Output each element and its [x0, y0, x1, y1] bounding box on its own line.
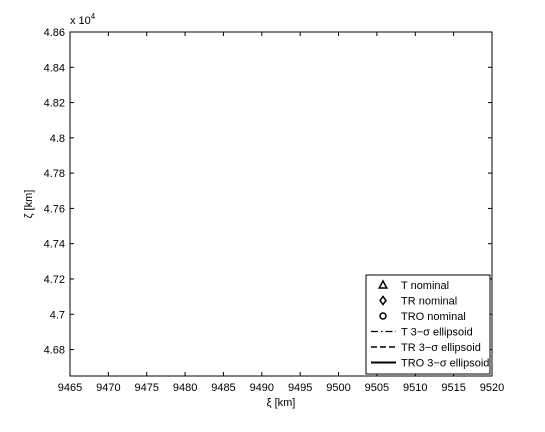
y-tick-label: 4.8	[50, 133, 65, 145]
legend-box	[365, 274, 491, 375]
legend-label-tr-nominal: TR nominal	[401, 296, 457, 308]
x-tick-label: 9485	[211, 382, 235, 394]
x-tick-label: 9520	[480, 382, 504, 394]
x-tick-label: 9465	[58, 382, 82, 394]
y-axis-label: ζ [km]	[23, 190, 35, 219]
x-tick-label: 9495	[288, 382, 312, 394]
y-tick-label: 4.68	[44, 345, 65, 357]
x-tick-label: 9500	[326, 382, 350, 394]
legend-marker-tr-nominal	[379, 295, 387, 306]
y-axis-exponent-power: 4	[91, 12, 96, 21]
x-axis-label: ξ [km]	[267, 397, 296, 409]
legend-item-t-nominal: T nominal	[377, 279, 449, 292]
x-tick-label: 9480	[173, 382, 197, 394]
y-tick-label: 4.82	[44, 98, 65, 110]
legend-marker-t-nominal	[377, 279, 389, 289]
legend-label-t-nominal: T nominal	[401, 280, 449, 292]
legend-item-t-3-ellipsoid: T 3−σ ellipsoid	[371, 327, 473, 339]
legend-item-tro-nominal: TRO nominal	[379, 311, 466, 323]
legend-item-tr-nominal: TR nominal	[379, 295, 457, 308]
y-tick-label: 4.7	[50, 309, 65, 321]
legend-label-t-3-ellipsoid: T 3−σ ellipsoid	[401, 327, 473, 339]
y-tick-label: 4.76	[44, 203, 65, 215]
y-axis-exponent-base: x 10	[70, 15, 91, 27]
legend: T nominal TR nominal TRO nominal T 3−σ elli…	[365, 274, 491, 375]
x-tick-label: 9475	[134, 382, 158, 394]
y-tick-label: 4.72	[44, 274, 65, 286]
y-tick-label: 4.78	[44, 168, 65, 180]
x-tick-label: 9470	[96, 382, 120, 394]
legend-label-tro-nominal: TRO nominal	[401, 311, 466, 323]
x-tick-label: 9510	[403, 382, 427, 394]
legend-label-tr-3-ellipsoid: TR 3−σ ellipsoid	[401, 342, 481, 354]
x-tick-label: 9490	[250, 382, 274, 394]
legend-label-tro-3-ellipsoid: TRO 3−σ ellipsoid	[401, 358, 489, 370]
legend-item-tr-3-ellipsoid: TR 3−σ ellipsoid	[371, 342, 481, 354]
y-axis-exponent: x 104	[70, 12, 96, 27]
legend-item-tro-3-ellipsoid: TRO 3−σ ellipsoid	[371, 358, 489, 370]
y-tick-label: 4.74	[44, 239, 65, 251]
y-tick-label: 4.84	[44, 62, 65, 74]
x-tick-label: 9515	[441, 382, 465, 394]
legend-marker-tro-nominal	[379, 312, 387, 320]
y-tick-label: 4.86	[44, 27, 65, 39]
x-tick-label: 9505	[365, 382, 389, 394]
